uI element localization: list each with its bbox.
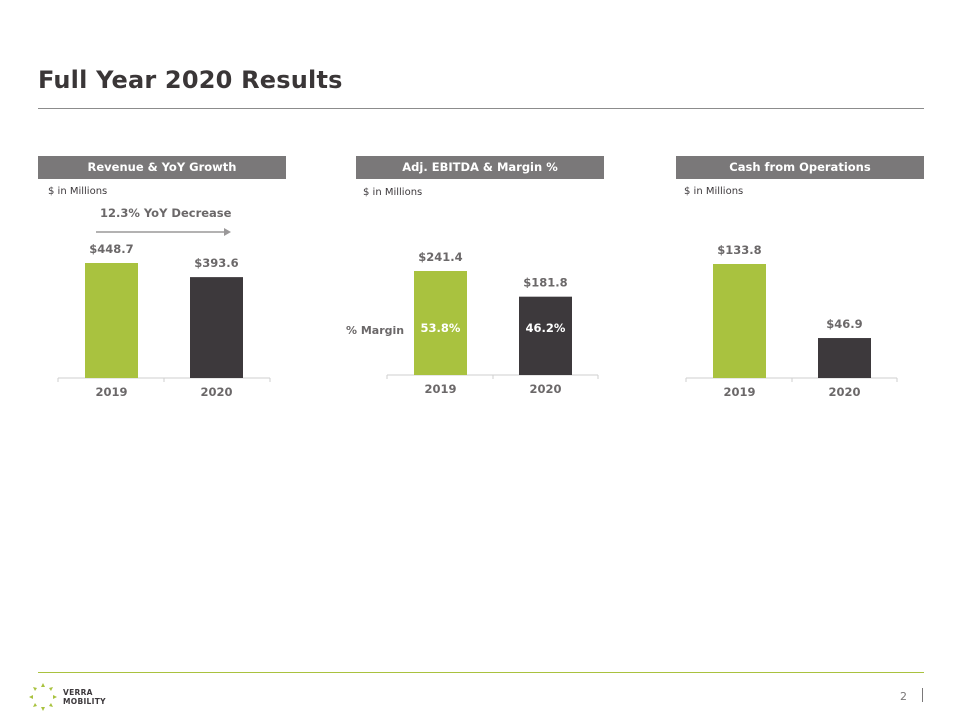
cash-ops-value-label-2019: $133.8 [717, 243, 761, 257]
title-divider [38, 108, 924, 109]
ebitda-bar-2019 [414, 271, 467, 375]
yoy-arrow-head [224, 228, 231, 236]
revenue-value-label-2020: $393.6 [194, 256, 238, 270]
revenue-chart-svg: $448.7 2019 $393.6 2020 [57, 228, 271, 399]
verra-mobility-logo-icon [29, 683, 57, 711]
ebitda-category-label-2020: 2020 [529, 382, 561, 396]
logo-text-verra: VERRA [63, 688, 93, 697]
cash-ops-chart-title: Cash from Operations [676, 156, 924, 179]
ebitda-chart-panel: Adj. EBITDA & Margin % $ in Millions $24… [346, 156, 604, 416]
footer-divider [38, 672, 924, 673]
revenue-value-label-2019: $448.7 [89, 242, 133, 256]
page-title: Full Year 2020 Results [38, 66, 343, 94]
ebitda-value-label-2019: $241.4 [418, 250, 462, 264]
ebitda-chart-svg: $241.4 2019 53.8% $181.8 2020 46.2% % Margin [346, 250, 599, 396]
revenue-category-label-2019: 2019 [95, 385, 127, 399]
revenue-chart-title: Revenue & YoY Growth [38, 156, 286, 179]
revenue-units-label: $ in Millions [48, 186, 108, 197]
logo-wordmark: VERRA MOBILITY [63, 688, 106, 706]
cash-ops-chart-panel: Cash from Operations $ in Millions $133.… [676, 156, 924, 416]
cash-ops-chart-svg: $133.8 2019 $46.9 2020 [685, 243, 898, 399]
page-number-divider [922, 688, 923, 702]
ebitda-chart-title: Adj. EBITDA & Margin % [356, 156, 604, 179]
cash-ops-category-label-2019: 2019 [723, 385, 755, 399]
cash-ops-value-label-2020: $46.9 [826, 317, 862, 331]
logo-text-mobility: MOBILITY [63, 697, 106, 706]
revenue-bar-2020 [190, 277, 243, 378]
cash-ops-units-label: $ in Millions [684, 186, 744, 197]
ebitda-margin-label-2019: 53.8% [421, 321, 461, 335]
ebitda-margin-label-2020: 46.2% [526, 321, 566, 335]
ebitda-value-label-2020: $181.8 [523, 276, 567, 290]
yoy-decrease-label: 12.3% YoY Decrease [100, 206, 232, 220]
revenue-bar-2019 [85, 263, 138, 378]
cash-ops-bar-2019 [713, 264, 766, 378]
revenue-category-label-2020: 2020 [200, 385, 232, 399]
ebitda-category-label-2019: 2019 [424, 382, 456, 396]
ebitda-units-label: $ in Millions [363, 187, 423, 198]
ebitda-margin-row-label: % Margin [346, 324, 404, 337]
cash-ops-category-label-2020: 2020 [828, 385, 860, 399]
revenue-chart-panel: Revenue & YoY Growth $ in Millions 12.3%… [38, 156, 286, 416]
cash-ops-bar-2020 [818, 338, 871, 378]
ebitda-bar-2020 [519, 296, 572, 375]
page-number: 2 [900, 690, 907, 703]
